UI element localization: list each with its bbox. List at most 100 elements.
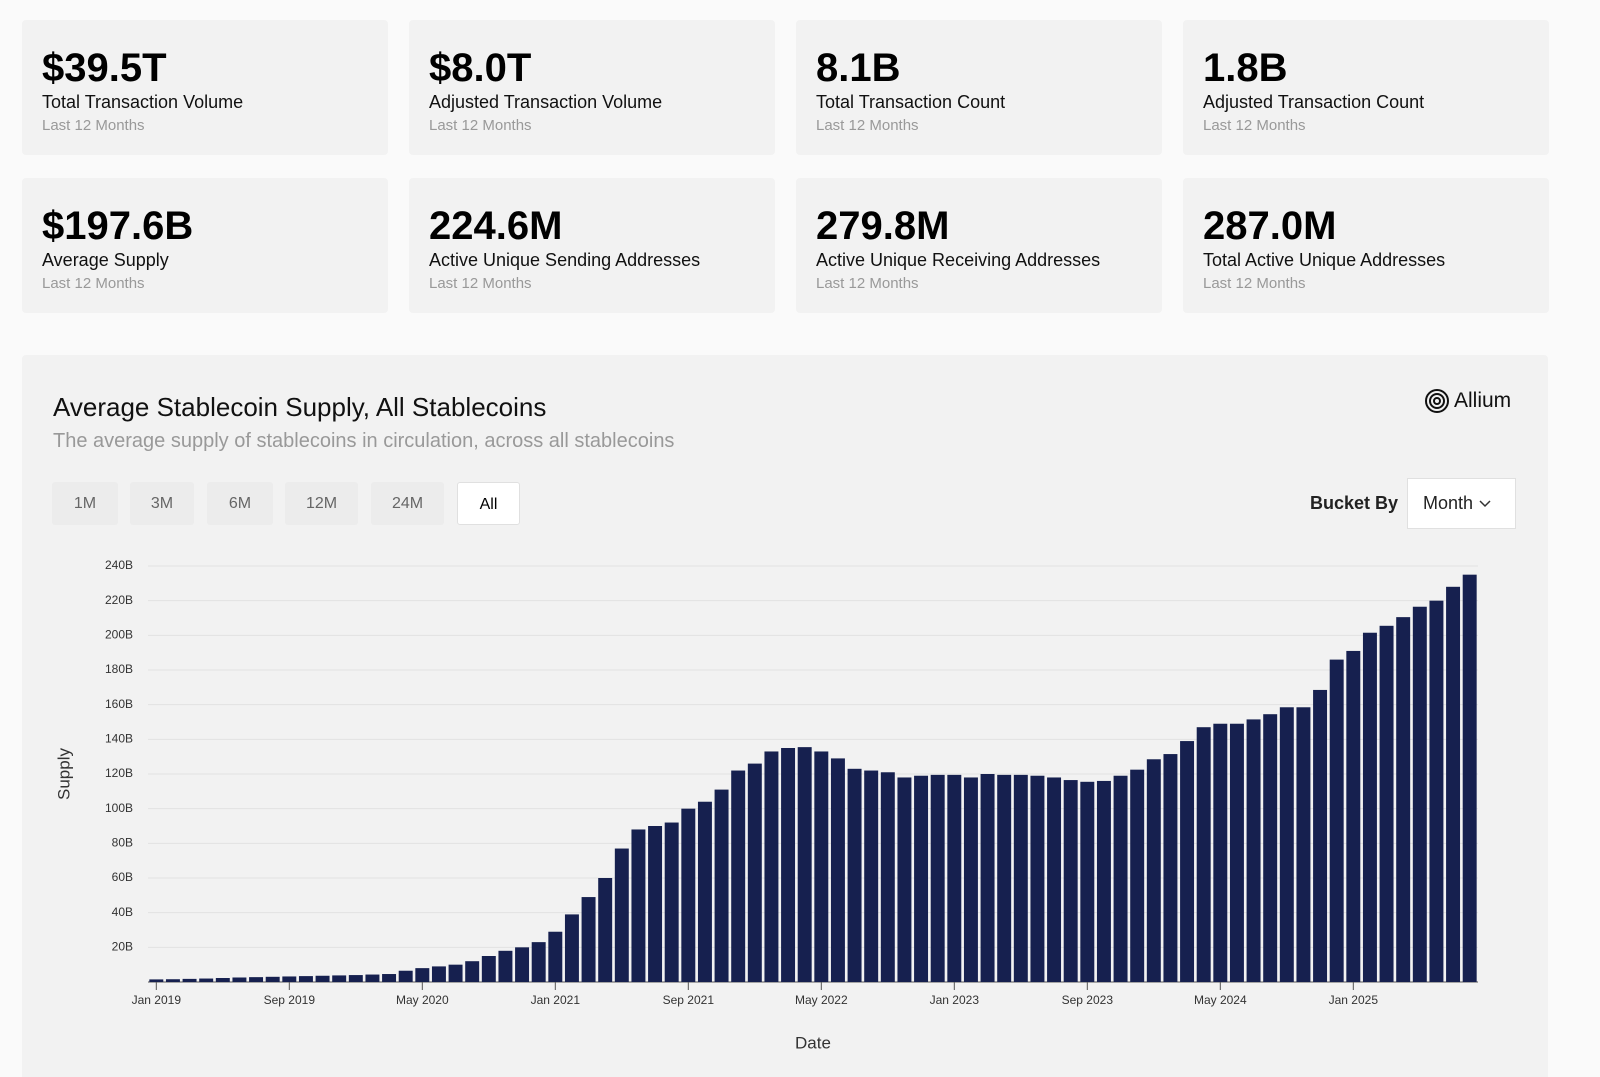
- range-button[interactable]: All: [457, 482, 520, 525]
- bar: [515, 947, 530, 982]
- bar: [1279, 707, 1294, 982]
- bar: [149, 979, 164, 982]
- bar: [1030, 775, 1045, 982]
- logo: Allium: [1424, 388, 1511, 414]
- stat-label: Adjusted Transaction Count: [1203, 92, 1425, 112]
- bar: [1329, 659, 1344, 982]
- bar: [298, 976, 313, 982]
- bar: [681, 808, 696, 982]
- bar: [1446, 586, 1461, 982]
- chevron: [1479, 499, 1491, 507]
- y-tick-label: 120B: [105, 766, 133, 780]
- bar: [764, 751, 779, 982]
- bar: [1180, 741, 1195, 982]
- bar: [448, 964, 463, 982]
- stat-card: 224.6M Active Unique Sending Addresses Las…: [409, 178, 775, 313]
- stat-period: Last 12 Months: [42, 117, 145, 134]
- bar: [797, 747, 812, 982]
- y-tick-label: 20B: [112, 940, 133, 954]
- bucket-value: Month: [1423, 493, 1474, 513]
- bar: [564, 914, 579, 982]
- bar: [365, 974, 380, 982]
- bar: [664, 822, 679, 982]
- bar: [598, 878, 613, 982]
- bar: [980, 774, 995, 982]
- bar: [1263, 714, 1278, 982]
- bar: [1229, 723, 1244, 982]
- bar: [265, 976, 280, 982]
- bar: [814, 751, 829, 982]
- bar: [249, 977, 264, 982]
- y-tick-label: 200B: [105, 628, 133, 642]
- bucket-label: Bucket By: [1310, 493, 1399, 513]
- stat-value: $39.5T: [42, 46, 167, 90]
- bar: [781, 748, 796, 982]
- bar: [1346, 650, 1361, 982]
- stat-label: Total Transaction Count: [816, 92, 1006, 112]
- bar: [498, 950, 513, 982]
- range-button[interactable]: 24M: [371, 482, 444, 525]
- range-button[interactable]: 1M: [52, 482, 118, 525]
- bar: [1080, 781, 1095, 982]
- logo-icon: [1425, 389, 1449, 413]
- range-button[interactable]: 12M: [285, 482, 358, 525]
- range-button[interactable]: 3M: [130, 482, 194, 525]
- x-tick-label: May 2022: [795, 993, 848, 1007]
- bar: [1412, 606, 1427, 982]
- range-button[interactable]: 6M: [207, 482, 273, 525]
- stat-label: Adjusted Transaction Volume: [429, 92, 663, 112]
- stat-label: Active Unique Sending Addresses: [429, 250, 701, 270]
- bucket-dropdown[interactable]: Month: [1407, 478, 1516, 529]
- stat-label: Average Supply: [42, 250, 169, 270]
- stat-value: 8.1B: [816, 46, 901, 90]
- stat-value: 224.6M: [429, 204, 563, 248]
- bar: [581, 897, 596, 982]
- y-tick-label: 100B: [105, 801, 133, 815]
- logo-text: Allium: [1454, 389, 1512, 412]
- bar: [1313, 689, 1328, 982]
- stat-card: 287.0M Total Active Unique Addresses Last …: [1183, 178, 1549, 313]
- bar: [1063, 780, 1078, 982]
- bar: [1047, 777, 1062, 982]
- stat-period: Last 12 Months: [1203, 117, 1306, 134]
- bar: [847, 768, 862, 982]
- bar: [232, 977, 247, 982]
- bar: [1246, 719, 1261, 982]
- bar: [1213, 723, 1228, 982]
- x-tick-label: Jan 2025: [1329, 993, 1379, 1007]
- stat-value: $8.0T: [429, 46, 532, 90]
- bar: [415, 968, 430, 982]
- bar: [631, 829, 646, 982]
- bar: [930, 774, 945, 982]
- bar: [165, 979, 180, 982]
- bar: [215, 978, 230, 982]
- bar: [1429, 600, 1444, 982]
- bar: [182, 978, 197, 982]
- stat-card: $197.6B Average Supply Last 12 Months: [22, 178, 388, 313]
- bar: [1146, 759, 1161, 982]
- bar: [1113, 775, 1128, 982]
- stat-label: Total Transaction Volume: [42, 92, 244, 112]
- bar: [1362, 632, 1377, 982]
- bar: [864, 770, 879, 982]
- y-tick-label: 80B: [112, 836, 133, 850]
- bar: [531, 942, 546, 982]
- bar: [1130, 769, 1145, 982]
- stat-card: 279.8M Active Unique Receiving Addresses L…: [796, 178, 1162, 313]
- x-tick-label: Sep 2023: [1062, 993, 1114, 1007]
- bar: [714, 789, 729, 982]
- bar: [731, 770, 746, 982]
- x-tick-label: Jan 2021: [531, 993, 581, 1007]
- stat-period: Last 12 Months: [816, 117, 919, 134]
- y-tick-label: 60B: [112, 870, 133, 884]
- bar: [648, 826, 663, 982]
- x-tick-label: Sep 2021: [663, 993, 715, 1007]
- x-tick-label: Sep 2019: [264, 993, 316, 1007]
- bar: [1396, 617, 1411, 982]
- bar: [348, 975, 363, 982]
- bar: [282, 976, 297, 982]
- bar: [431, 966, 446, 982]
- stat-card: $8.0T Adjusted Transaction Volume Last 12 …: [409, 20, 775, 155]
